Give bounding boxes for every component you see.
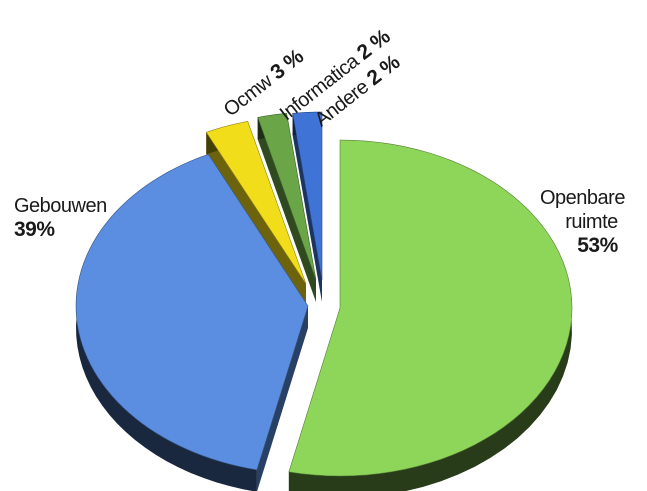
label-gebouwen-line1: Gebouwen: [14, 195, 107, 217]
slice-rim-gebouwen: [76, 154, 257, 491]
slice-openbare-ruimte: [288, 139, 573, 477]
slice-wall-ocmw-0: [206, 132, 306, 306]
label-openbare-ruimte-line2: ruimte: [565, 211, 618, 233]
label-openbare-ruimte: Openbare ruimte 53%: [540, 186, 625, 258]
value-gebouwen: 39%: [14, 218, 55, 241]
slice-andere: [292, 111, 323, 281]
slice-ocmw: [205, 121, 307, 285]
value-openbare-ruimte: 53%: [577, 234, 618, 257]
label-gebouwen: Gebouwen 39%: [14, 194, 107, 242]
slice-wall-gebouwen-0: [256, 306, 308, 491]
slice-wall-informatica-0: [257, 117, 316, 303]
slice-gebouwen: [75, 153, 309, 471]
label-openbare-ruimte-line1: Openbare: [540, 187, 625, 209]
slice-wall-andere-0: [292, 113, 322, 302]
slice-tops: [75, 111, 573, 477]
slice-informatica: [257, 113, 317, 281]
